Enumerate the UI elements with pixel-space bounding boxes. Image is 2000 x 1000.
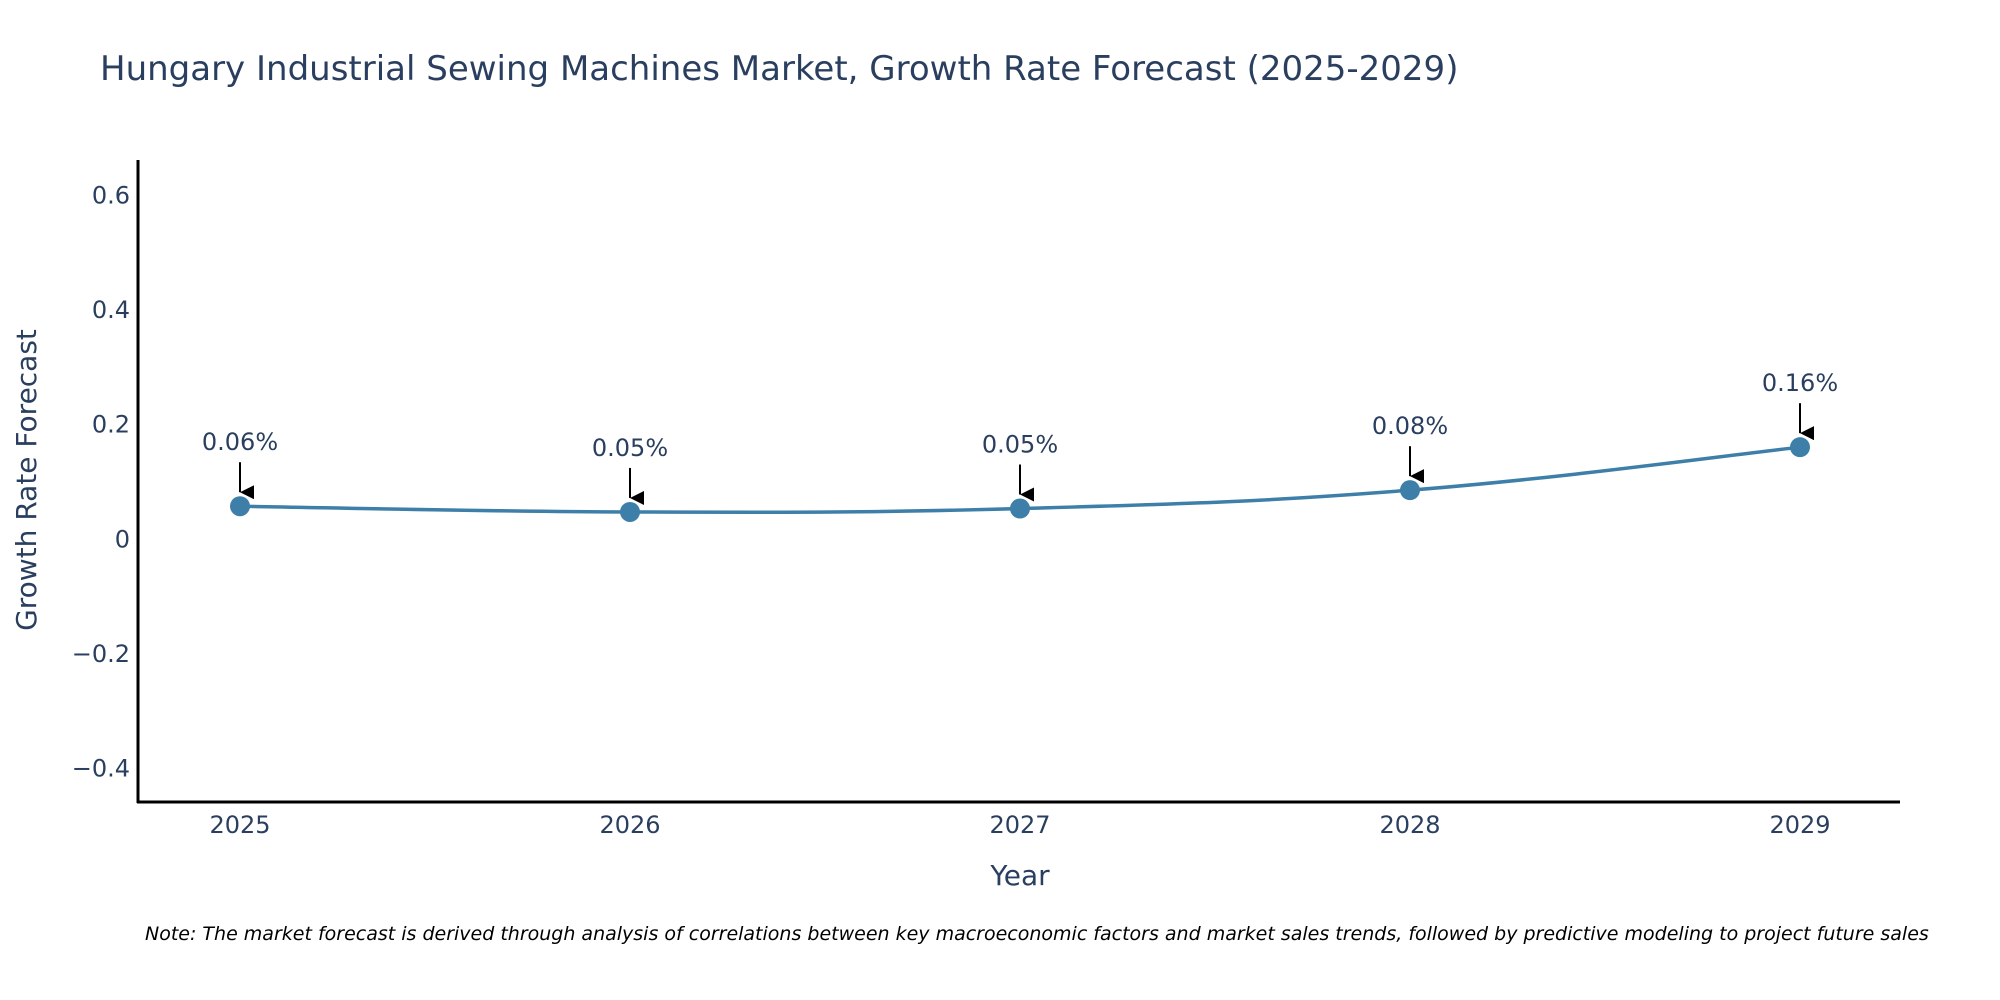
x-tick-label: 2026: [599, 811, 660, 839]
footnote: Note: The market forecast is derived thr…: [145, 923, 1929, 945]
x-tick-label: 2029: [1769, 811, 1830, 839]
y-tick-label: −0.2: [72, 640, 130, 668]
data-label: 0.06%: [202, 428, 278, 456]
y-tick-label: −0.4: [72, 755, 130, 783]
data-label: 0.05%: [592, 434, 668, 462]
y-axis-title: Growth Rate Forecast: [10, 329, 43, 631]
data-point-marker: [1790, 437, 1810, 458]
data-point-marker: [1400, 480, 1420, 501]
data-point-marker: [620, 501, 640, 522]
x-axis-title: Year: [989, 859, 1050, 892]
data-label: 0.16%: [1762, 369, 1838, 397]
x-tick-label: 2027: [989, 811, 1050, 839]
data-point-marker: [230, 496, 250, 517]
y-tick-label: 0.6: [92, 181, 130, 209]
data-point-marker: [1010, 498, 1030, 519]
data-label: 0.05%: [982, 431, 1058, 459]
chart-title: Hungary Industrial Sewing Machines Marke…: [100, 49, 1458, 89]
y-tick-label: 0.2: [92, 411, 130, 439]
x-tick-label: 2028: [1379, 811, 1440, 839]
y-tick-label: 0: [115, 525, 130, 553]
data-label: 0.08%: [1372, 412, 1448, 440]
x-tick-label: 2025: [209, 811, 270, 839]
y-tick-label: 0.4: [92, 296, 130, 324]
